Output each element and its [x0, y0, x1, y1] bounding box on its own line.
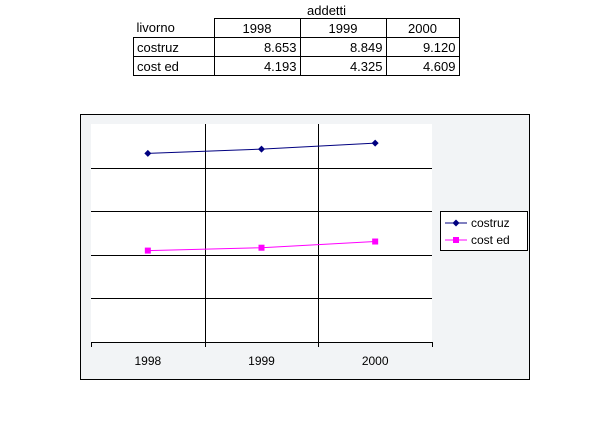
table-header-2000[interactable]: 2000 — [385, 18, 460, 38]
cell-cost-ed-1998[interactable]: 4.193 — [213, 56, 301, 76]
row-label-costruz[interactable]: costruz — [133, 37, 215, 57]
legend-item-costruz: costruz — [445, 215, 510, 231]
table-row: cost ed 4.193 4.325 4.609 — [133, 56, 460, 76]
cell-costruz-1999[interactable]: 8.849 — [299, 37, 387, 57]
legend-label-cost-ed: cost ed — [471, 233, 510, 247]
table-header-1999[interactable]: 1999 — [299, 18, 387, 38]
cell-costruz-2000[interactable]: 9.120 — [385, 37, 460, 57]
data-point-cost-ed-1998 — [144, 247, 151, 254]
cell-costruz-1998[interactable]: 8.653 — [213, 37, 301, 57]
chart-area[interactable]: 1998 1999 2000 costruz cost ed — [80, 114, 530, 380]
cell-cost-ed-2000[interactable]: 4.609 — [385, 56, 460, 76]
cell-cost-ed-1999[interactable]: 4.325 — [299, 56, 387, 76]
chart-legend[interactable]: costruz cost ed — [440, 211, 528, 251]
line-chart[interactable]: 1998 1999 2000 — [81, 115, 529, 379]
x-tick-label-1998: 1998 — [134, 354, 161, 368]
data-point-costruz-1999 — [258, 145, 265, 153]
table-header-row: livorno 1998 1999 2000 — [134, 18, 460, 38]
data-point-cost-ed-1999 — [258, 244, 265, 251]
legend-key-costruz — [445, 219, 467, 227]
data-point-costruz-2000 — [371, 139, 379, 147]
legend-key-cost-ed — [445, 237, 467, 243]
x-tick-label-1999: 1999 — [248, 354, 275, 368]
legend-item-cost-ed: cost ed — [445, 232, 510, 248]
data-point-cost-ed-2000 — [372, 238, 379, 245]
table-row: costruz 8.653 8.849 9.120 — [133, 37, 460, 57]
table-corner-label[interactable]: livorno — [136, 20, 175, 36]
x-tick-label-2000: 2000 — [362, 354, 389, 368]
data-point-costruz-1998 — [144, 149, 152, 157]
row-label-cost-ed[interactable]: cost ed — [133, 56, 215, 76]
plot-area — [91, 124, 432, 342]
data-table: livorno 1998 1999 2000 costruz 8.653 8.8… — [133, 18, 460, 76]
sheet-title: addetti — [307, 3, 347, 18]
table-header-1998[interactable]: 1998 — [213, 18, 301, 38]
legend-label-costruz: costruz — [471, 216, 510, 230]
